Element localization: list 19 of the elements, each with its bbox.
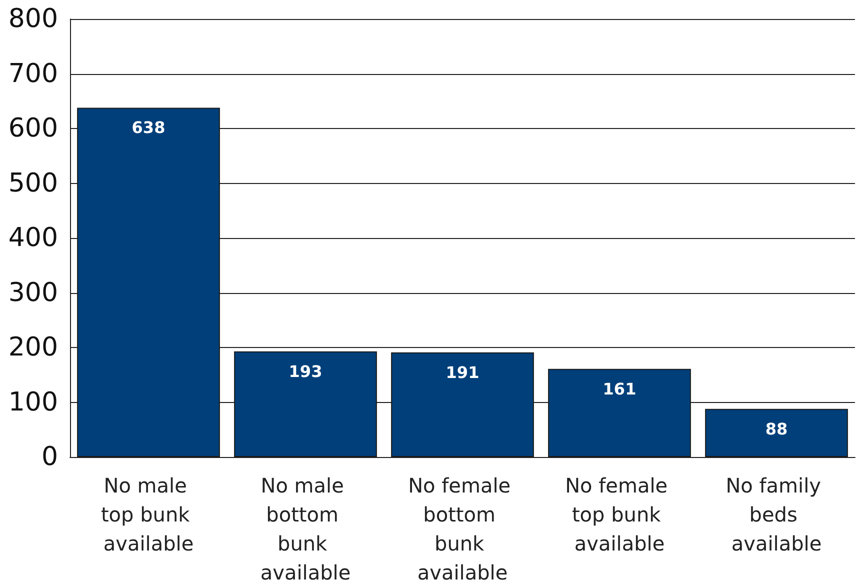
data-label: 193 <box>288 362 322 381</box>
y-tick-label: 800 <box>8 4 58 34</box>
y-tick-label: 600 <box>8 114 58 144</box>
data-label: 191 <box>446 362 480 382</box>
x-tick-label: No female top bunk available <box>565 474 674 556</box>
data-label: 161 <box>602 379 636 398</box>
x-tick-label: No family beds available <box>726 474 828 556</box>
y-tick-label: 300 <box>8 278 58 308</box>
y-tick-label: 200 <box>8 332 58 362</box>
y-tick-label: 100 <box>8 387 58 418</box>
y-tick-label: 700 <box>8 58 58 89</box>
x-tick-label: No female bottom bunk available <box>408 474 517 584</box>
y-tick-label: 400 <box>8 223 58 253</box>
x-tick-label: No male top bunk available <box>100 474 196 556</box>
x-tick-label: No male bottom bunk available <box>260 474 351 584</box>
y-tick-label: 0 <box>41 442 58 472</box>
data-label: 638 <box>132 118 166 138</box>
data-label: 88 <box>765 419 788 438</box>
y-tick-label: 500 <box>8 168 58 198</box>
